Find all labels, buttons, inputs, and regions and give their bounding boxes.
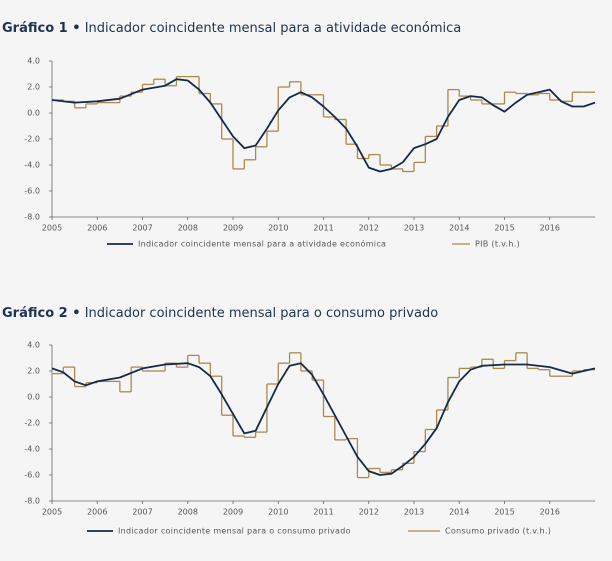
x-tick-label: 2011 [313,224,333,233]
x-tick-label: 2016 [540,508,560,517]
x-tick-label: 2008 [178,508,198,517]
y-tick-label: -8.0 [24,497,40,506]
x-tick-label: 2012 [359,224,379,233]
y-tick-label: 4.0 [27,341,40,350]
y-tick-label: 4.0 [27,57,40,66]
x-tick-label: 2007 [132,508,152,517]
x-tick-label: 2013 [404,508,424,517]
x-tick-label: 2010 [268,508,288,517]
x-tick-label: 2013 [404,224,424,233]
series-line [51,362,596,476]
y-tick-label: -8.0 [24,213,40,222]
x-tick-label: 2008 [178,224,198,233]
x-tick-label: 2006 [87,224,107,233]
x-tick-label: 2014 [449,224,469,233]
y-tick-label: 2.0 [27,83,40,92]
y-tick-label: 0.0 [27,393,40,402]
legend-label: PIB (t.v.h.) [475,240,520,249]
chart-label: Gráfico 1 • [2,21,81,36]
y-tick-label: -6.0 [24,187,40,196]
y-tick-label: 2.0 [27,367,40,376]
chart-title: Gráfico 2 • Indicador coincidente mensal… [2,306,438,321]
x-tick-label: 2005 [42,224,62,233]
chart-title-text: Indicador coincidente mensal para a ativ… [85,21,462,36]
y-tick-label: -4.0 [24,161,40,170]
legend-label: Consumo privado (t.v.h.) [445,527,551,536]
x-tick-label: 2015 [494,224,514,233]
y-tick-label: -2.0 [24,135,40,144]
x-tick-label: 2005 [42,508,62,517]
x-tick-label: 2012 [359,508,379,517]
x-tick-label: 2007 [132,224,152,233]
y-tick-label: 0.0 [27,109,40,118]
y-tick-label: -6.0 [24,471,40,480]
y-tick-label: -4.0 [24,445,40,454]
y-tick-label: -2.0 [24,419,40,428]
x-tick-label: 2011 [313,508,333,517]
x-tick-label: 2014 [449,508,469,517]
x-tick-label: 2009 [223,508,243,517]
x-tick-label: 2015 [494,508,514,517]
legend-label: Indicador coincidente mensal para a ativ… [138,239,386,249]
x-tick-label: 2010 [268,224,288,233]
series-line [51,78,596,173]
chart-title: Gráfico 1 • Indicador coincidente mensal… [2,21,461,36]
x-tick-label: 2006 [87,508,107,517]
x-tick-label: 2016 [540,224,560,233]
x-tick-label: 2009 [223,224,243,233]
chart-label: Gráfico 2 • [2,306,81,321]
chart-title-text: Indicador coincidente mensal para o cons… [85,306,439,321]
legend-label: Indicador coincidente mensal para o cons… [118,527,351,536]
